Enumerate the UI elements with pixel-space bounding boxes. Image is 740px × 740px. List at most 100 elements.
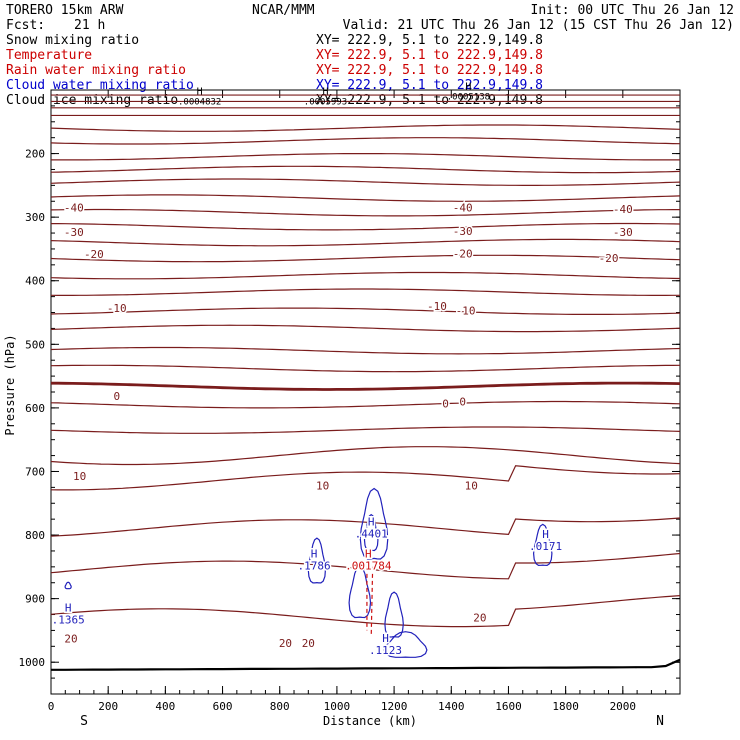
x-tick-label: 800 <box>270 700 290 713</box>
legend-entry-name: Temperature <box>6 48 92 63</box>
maximum-marker: H <box>365 547 372 560</box>
temperature-isotherm <box>50 426 681 434</box>
legend-entry-name: Snow mixing ratio <box>6 33 139 48</box>
temperature-isotherm <box>50 517 681 537</box>
x-tick-label: 2000 <box>610 700 637 713</box>
cloud-water-contour <box>64 581 72 590</box>
x-tick-label: 200 <box>98 700 118 713</box>
x-tick-label: 1000 <box>324 700 351 713</box>
maximum-value: .0005138 <box>447 92 490 102</box>
temperature-label: -10 <box>107 302 127 315</box>
temperature-isotherm <box>50 124 681 132</box>
temperature-isotherm <box>50 254 681 263</box>
temperature-label: -20 <box>84 248 104 261</box>
y-tick-label: 200 <box>25 148 45 161</box>
temperature-label: 10 <box>316 479 329 492</box>
x-tick-label: 1600 <box>495 700 522 713</box>
cloud-water-contour <box>532 523 553 567</box>
temperature-label: 10 <box>73 470 86 483</box>
legend-entry-name: Cloud ice mixing ratio <box>6 93 178 108</box>
x-tick-label: 1800 <box>552 700 579 713</box>
ground-line <box>51 658 681 671</box>
cloud-water-contour <box>384 591 404 638</box>
legend-entry-coords: XY= 222.9, 5.1 to 222.9,149.8 <box>316 93 543 108</box>
x-axis-label: Distance (km) <box>323 714 417 728</box>
temperature-label: 0 <box>113 390 120 403</box>
temperature-isotherm <box>50 346 681 355</box>
x-end-label-south: S <box>80 714 88 729</box>
legend-entry-name: Rain water mixing ratio <box>6 63 186 78</box>
maximum-marker: H <box>542 528 549 541</box>
temperature-isotherm <box>50 400 681 409</box>
header: TORERO 15km ARW NCAR/MMM Init: 00 UTC Th… <box>6 3 734 33</box>
temperature-label: -10 <box>427 300 447 313</box>
temperature-label: 20 <box>302 637 315 650</box>
temperature-isotherm <box>50 446 681 466</box>
x-tick-label: 0 <box>48 700 55 713</box>
y-tick-label: 400 <box>25 275 45 288</box>
legend-entry-name: Cloud water mixing ratio <box>6 78 194 93</box>
cloud-water-contour <box>383 631 428 658</box>
temperature-label: -20 <box>599 252 619 265</box>
maximum-value: .1123 <box>369 644 402 657</box>
temperature-label: -10 <box>456 305 476 318</box>
cloud-water-contour <box>307 537 327 584</box>
y-tick-label: 1000 <box>19 656 46 669</box>
legend-entry-coords: XY= 222.9, 5.1 to 222.9,149.8 <box>316 48 543 63</box>
maximum-marker: H <box>368 516 375 529</box>
x-tick-label: 600 <box>213 700 233 713</box>
maximum-marker: H <box>322 86 328 97</box>
y-tick-label: 900 <box>25 593 45 606</box>
maximum-marker: H <box>311 547 318 560</box>
maximum-marker: H <box>465 81 471 92</box>
fcst-label: Fcst: <box>6 18 45 33</box>
y-axis-label: Pressure (hPa) <box>3 334 17 435</box>
legend: Snow mixing ratio XY= 222.9, 5.1 to 222.9… <box>6 33 543 108</box>
maximum-value: .001784 <box>345 559 392 572</box>
temperature-label: 0 <box>442 397 449 410</box>
maximum-value: .0005993 <box>304 97 347 107</box>
cloud-water-contour <box>359 487 389 560</box>
temperature-isotherm <box>51 153 680 161</box>
temperature-isotherm <box>50 137 681 145</box>
temperature-label: -40 <box>613 203 633 216</box>
cloud-water-contour <box>348 565 372 619</box>
fcst-value: 21 h <box>74 18 105 33</box>
temperature-isotherm <box>50 194 681 202</box>
maximum-value: .0171 <box>529 540 562 553</box>
maximum-value: .0004832 <box>178 97 221 107</box>
temperature-isotherm <box>50 364 681 373</box>
x-tick-label: 1200 <box>381 700 408 713</box>
rain-contour <box>370 566 374 637</box>
temperature-isotherm <box>50 271 681 280</box>
temperature-label: -20 <box>453 247 473 260</box>
center-title: NCAR/MMM <box>252 3 315 18</box>
temperature-isotherm <box>50 307 681 315</box>
temperature-isotherm <box>50 288 680 296</box>
model-title: TORERO 15km ARW <box>6 3 124 18</box>
legend-entry-coords: XY= 222.9, 5.1 to 222.9,149.8 <box>316 63 543 78</box>
temperature-isotherm <box>50 324 681 333</box>
temperature-isotherm <box>50 178 681 186</box>
temperature-label: -30 <box>453 225 473 238</box>
maximum-value: .1365 <box>52 613 85 626</box>
temperature-label: 10 <box>465 479 478 492</box>
valid-time: Valid: 21 UTC Thu 26 Jan 12 (15 CST Thu … <box>343 18 734 33</box>
temperature-label: -30 <box>64 226 84 239</box>
temperature-isotherm <box>51 222 681 231</box>
x-end-label-north: N <box>656 714 664 729</box>
init-time: Init: 00 UTC Thu 26 Jan 12 <box>531 3 735 18</box>
maximum-marker: H <box>65 601 72 614</box>
temperature-label: 20 <box>64 633 77 646</box>
temperature-label: 20 <box>279 637 292 650</box>
temperature-isotherm <box>50 465 681 491</box>
temperature-label: -40 <box>453 202 473 215</box>
temperature-label: -40 <box>64 202 84 215</box>
temperature-isotherm <box>50 208 680 217</box>
maximum-value: .1786 <box>297 559 330 572</box>
x-tick-label: 400 <box>155 700 175 713</box>
y-tick-label: 700 <box>25 465 45 478</box>
y-tick-label: 800 <box>25 529 45 542</box>
temperature-label: -30 <box>613 226 633 239</box>
